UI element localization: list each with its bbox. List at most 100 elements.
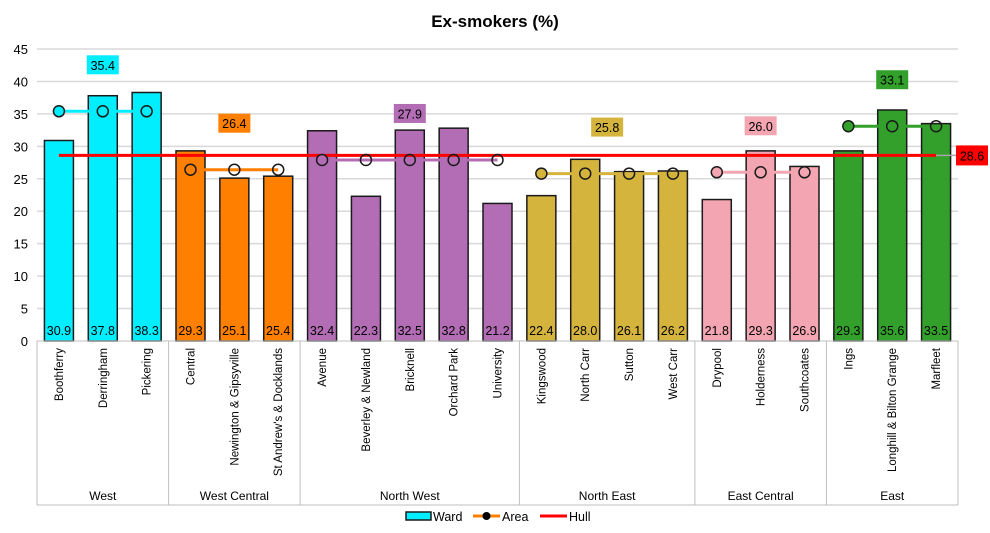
ward-label: Sutton [624, 348, 636, 381]
ward-label: Longhill & Bilton Grange [887, 348, 899, 472]
y-tick-label: 0 [21, 334, 28, 349]
ward-bar [175, 150, 206, 342]
area-marker [622, 167, 636, 180]
ward-bar [701, 198, 733, 342]
area-label-box [393, 103, 426, 123]
y-tick-label: 5 [21, 302, 28, 317]
ward-bar [745, 150, 776, 342]
y-axis: 0 5 10 15 20 25 30 35 40 45 [14, 42, 28, 349]
area-group-label: West [89, 489, 117, 503]
area-marker [271, 163, 285, 176]
bar-value-label: 32.5 [398, 324, 422, 338]
area-value-label: 25.8 [595, 121, 619, 135]
area-value-label: 27.9 [398, 107, 422, 121]
area-group-label: North West [380, 489, 440, 503]
y-tick-label: 10 [14, 269, 28, 284]
ward-label: Derringham [98, 348, 110, 408]
ward-bar [131, 91, 162, 342]
area-marker [96, 105, 110, 118]
bar-value-label: 25.1 [222, 324, 246, 338]
bar-value-label: 32.8 [441, 324, 465, 338]
legend-label: Ward [433, 510, 462, 524]
area-marker [929, 119, 943, 133]
ward-bar [526, 194, 557, 342]
ward-label: Kingswood [536, 348, 548, 404]
bar-value-label: 30.9 [47, 324, 71, 338]
area-group-label: East Central [728, 489, 794, 503]
bar-value-label: 29.3 [748, 324, 772, 338]
bar-value-label: 22.4 [529, 324, 553, 338]
bar-value-label: 38.3 [134, 324, 158, 338]
area-marker [798, 166, 811, 179]
bar-value-label: 32.4 [310, 324, 334, 338]
area-label-box [744, 116, 777, 136]
ward-label: Bricknell [405, 348, 417, 391]
ward-label: Drypool [712, 348, 724, 388]
ward-bar [482, 202, 513, 342]
y-tick-label: 30 [14, 139, 28, 154]
ward-bar [87, 94, 119, 342]
legend-label: Hull [569, 510, 591, 524]
ward-label: University [493, 348, 505, 399]
hull-label-box [956, 145, 988, 166]
bar-value-label: 26.1 [617, 324, 641, 338]
area-marker [666, 167, 680, 180]
bar-value-label: 35.6 [880, 324, 904, 338]
area-marker [842, 119, 855, 133]
area-marker [447, 153, 460, 167]
ward-label: Orchard Park [449, 348, 461, 417]
area-marker [359, 153, 373, 167]
area-label-box [876, 70, 909, 90]
area-group-label: North East [579, 489, 636, 503]
ward-label: Avenue [317, 348, 329, 387]
ward-label: Pickering [142, 348, 154, 395]
area-marker [403, 153, 417, 167]
bar-value-label: 25.4 [266, 324, 290, 338]
legend-label: Area [502, 510, 528, 524]
ward-label: West Carr [668, 348, 680, 400]
area-value-label: 26.4 [222, 117, 246, 131]
ward-label: Boothferry [54, 348, 66, 401]
ward-bar [262, 175, 294, 342]
area-marker [578, 167, 592, 180]
area-marker [535, 167, 548, 180]
area-lines: 35.4 26.4 27.9 25.8 26.0 33.1 [52, 55, 943, 180]
y-tick-label: 15 [14, 237, 28, 252]
bar-value-label: 22.3 [354, 324, 378, 338]
ward-legend-swatch [405, 511, 432, 521]
y-tick-label: 20 [14, 204, 28, 219]
area-marker [710, 166, 724, 179]
area-marker [228, 163, 241, 176]
bar-value-label: 37.8 [91, 324, 115, 338]
area-marker [315, 153, 329, 167]
ward-bar [219, 177, 250, 342]
ward-label: Marfleet [931, 347, 943, 389]
ward-bar [789, 165, 820, 342]
ward-label: Newington & Gipsyville [229, 348, 241, 466]
ward-label: St Andrew's & Docklands [273, 348, 285, 476]
y-tick-label: 40 [14, 74, 28, 89]
area-marker [491, 153, 504, 167]
ward-label: Beverley & Newland [361, 348, 373, 452]
ward-bar [43, 139, 75, 342]
area-label-box [218, 113, 251, 133]
area-legend-marker [482, 512, 491, 520]
area-marker [754, 166, 767, 179]
ward-bar [350, 195, 382, 342]
area-value-label: 33.1 [880, 74, 904, 88]
area-group-label: West Central [200, 489, 269, 503]
bar-value-label: 26.9 [792, 324, 816, 338]
ward-bars: 30.9 37.8 38.3 29.3 25.1 25.4 32.4 22.3 32.5 32.8… [43, 91, 952, 342]
ward-bar [613, 170, 645, 342]
y-tick-label: 25 [14, 172, 28, 187]
area-label-box [591, 117, 624, 137]
ward-bar [569, 158, 601, 342]
bar-value-label: 29.3 [178, 324, 202, 338]
hull-line: 28.6 [58, 145, 988, 166]
ward-label: Southcoates [800, 348, 812, 412]
ward-bar [394, 129, 426, 342]
area-label-box [86, 55, 119, 75]
ward-bar [657, 170, 689, 342]
y-tick-label: 35 [14, 107, 28, 122]
